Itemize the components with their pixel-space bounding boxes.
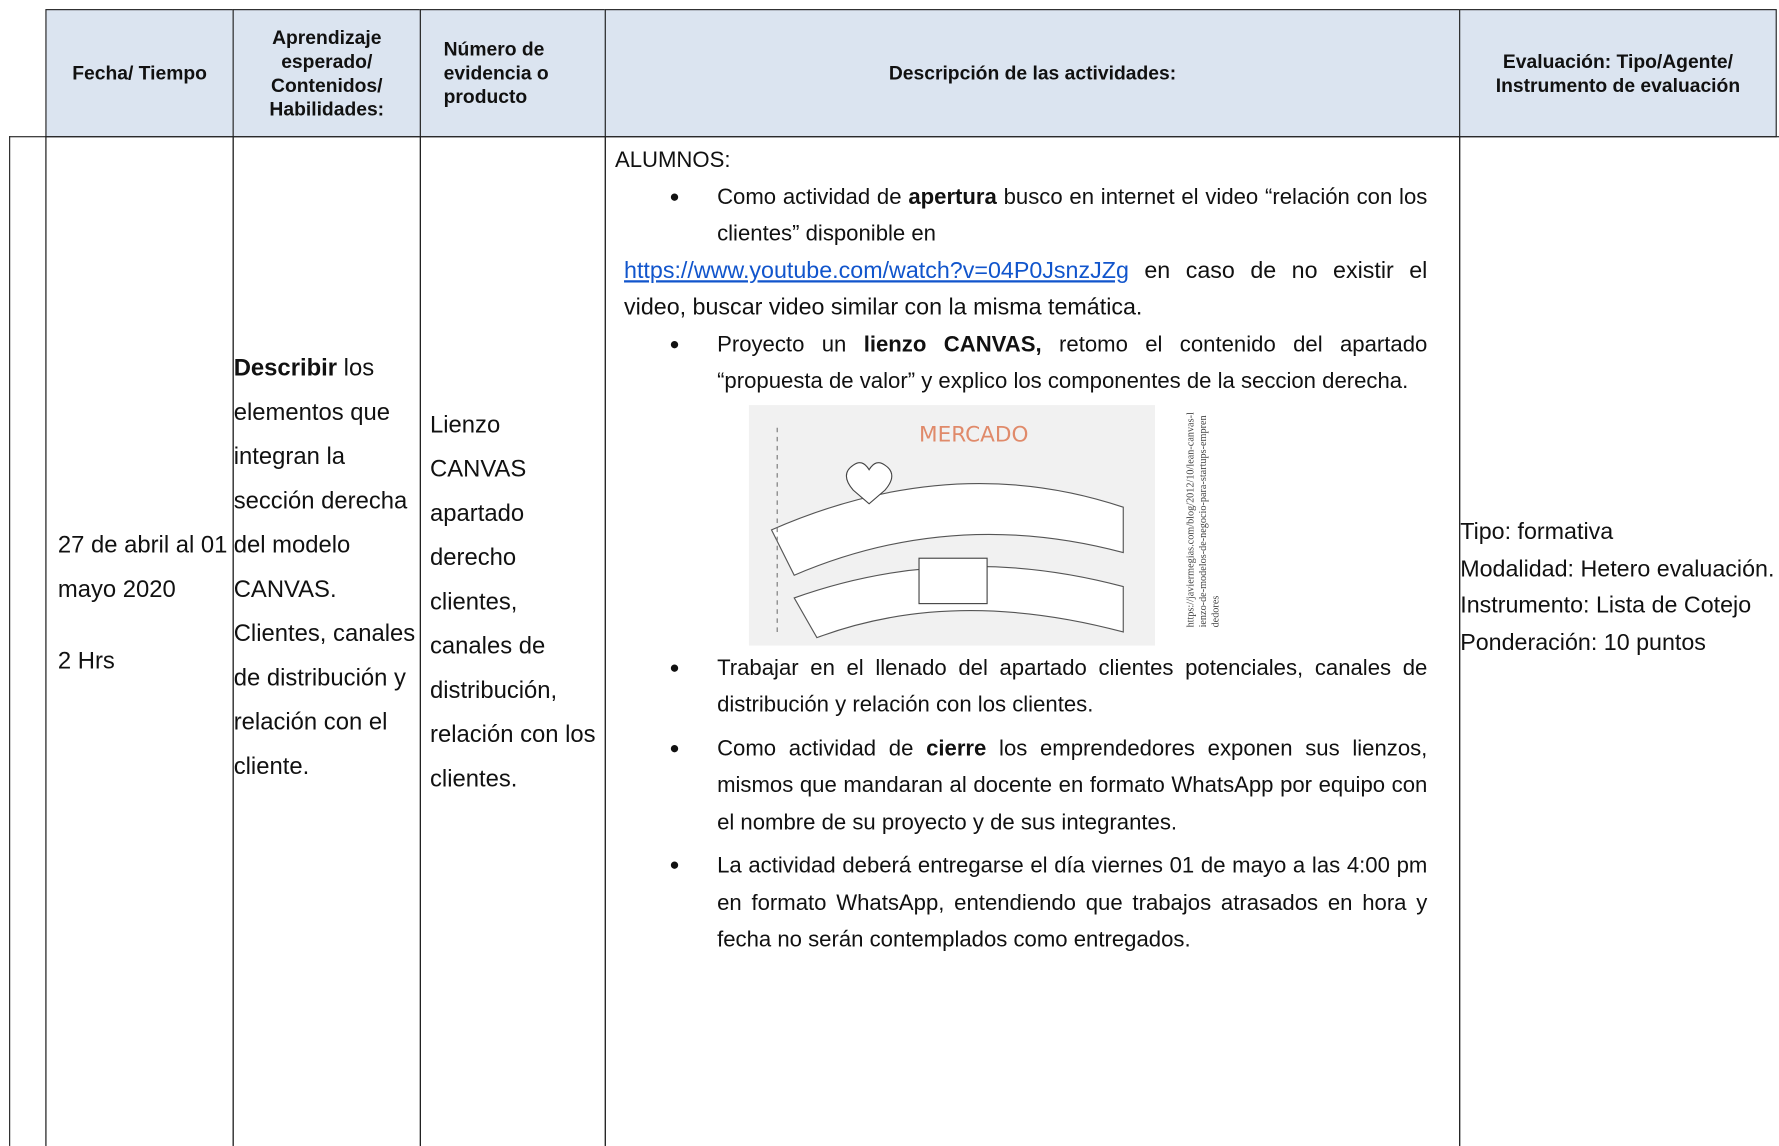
source-box: https://javiermegias.com/blog/2012/10/le… bbox=[1185, 411, 1276, 638]
header-cell: Evaluación: Tipo/Agente/ Instrumento de … bbox=[1459, 9, 1777, 138]
text: retomo el contenido del apartado “propue… bbox=[717, 331, 1428, 394]
header-text: Número de evidencia o producto bbox=[443, 38, 549, 108]
text: Como actividad de bbox=[717, 184, 909, 210]
evaluation-text: Ponderación: 10 puntos bbox=[1460, 629, 1706, 656]
text: Como actividad de bbox=[717, 735, 927, 761]
description-cell: ALUMNOS: Como actividad de apertura busc… bbox=[604, 136, 1461, 1146]
bullet: Como actividad de cierre los emprendedor… bbox=[669, 730, 1428, 841]
shape bbox=[770, 482, 1124, 576]
figure: MERCADO https://javiermegias.com/blog/20… bbox=[748, 400, 1427, 650]
list: Proyecto un lienzo CANVAS, retomo el con… bbox=[615, 326, 1427, 400]
bullet: Proyecto un lienzo CANVAS, retomo el con… bbox=[669, 326, 1428, 400]
header-text: Aprendizaje esperado/ Contenidos/ Habili… bbox=[269, 26, 385, 120]
text: en caso de no existir el video, buscar v… bbox=[624, 256, 1428, 320]
header-cell: Descripción de las actividades: bbox=[604, 9, 1461, 138]
bullet: Como actividad de apertura busco en inte… bbox=[669, 179, 1428, 253]
image-source: https://javiermegias.com/blog/2012/10/le… bbox=[1184, 411, 1221, 627]
header-cell: Número de evidencia o producto bbox=[419, 9, 606, 138]
image-label: MERCADO bbox=[919, 422, 1028, 447]
heart bbox=[845, 461, 893, 504]
margin-cell bbox=[9, 136, 47, 1146]
learning-text: los elementos que integran la sección de… bbox=[233, 355, 416, 780]
date-text: 27 de abril al 01 mayo 2020 bbox=[57, 532, 228, 603]
header-cell: Fecha/ Tiempo bbox=[45, 9, 234, 138]
evidence-text: Lienzo CANVAS apartado derecho clientes,… bbox=[430, 411, 596, 792]
header-text: Descripción de las actividades: bbox=[888, 62, 1177, 84]
text: busco en internet el video “relación con… bbox=[717, 184, 1428, 247]
header-text: Evaluación: Tipo/Agente/ Instrumento de … bbox=[1495, 50, 1741, 96]
bold-text: lienzo CANVAS, bbox=[863, 331, 1042, 357]
bullet: La actividad deberá entregarse el día vi… bbox=[669, 848, 1428, 959]
header-text: Fecha/ Tiempo bbox=[72, 62, 207, 84]
text: Trabajar en el llenado del apartado clie… bbox=[717, 655, 1428, 718]
list: Trabajar en el llenado del apartado clie… bbox=[615, 650, 1427, 959]
heading: ALUMNOS: bbox=[614, 147, 731, 173]
text: Proyecto un bbox=[717, 331, 864, 357]
header-cell: Aprendizaje esperado/ Contenidos/ Habili… bbox=[232, 9, 421, 138]
list: Como actividad de apertura busco en inte… bbox=[615, 179, 1427, 253]
date-cell: 27 de abril al 01 mayo 2020 2 Hrs bbox=[45, 136, 234, 1146]
evaluation-text: Tipo: formativa bbox=[1460, 518, 1614, 545]
bold-text: apertura bbox=[908, 184, 997, 210]
evaluation-cell: Tipo: formativa Modalidad: Hetero evalua… bbox=[1459, 136, 1779, 1146]
bold-text: Describir bbox=[233, 355, 338, 382]
learning-cell: Describir los elementos que integran la … bbox=[232, 136, 421, 1146]
text: La actividad deberá entregarse el día vi… bbox=[717, 853, 1428, 952]
video-link[interactable]: https://www.youtube.com/watch?v=04P0Jsnz… bbox=[624, 256, 1129, 284]
evaluation-text: Instrumento: Lista de Cotejo bbox=[1460, 592, 1752, 619]
truck bbox=[918, 557, 988, 604]
text: los emprendedores exponen sus lienzos, m… bbox=[717, 735, 1428, 835]
bold-text: cierre bbox=[926, 735, 987, 761]
canvas-image: MERCADO bbox=[748, 404, 1156, 646]
evidence-cell: Lienzo CANVAS apartado derecho clientes,… bbox=[419, 136, 606, 1146]
evaluation-text: Modalidad: Hetero evaluación. bbox=[1460, 555, 1775, 582]
duration-text: 2 Hrs bbox=[57, 647, 115, 674]
bullet: Trabajar en el llenado del apartado clie… bbox=[669, 650, 1428, 724]
